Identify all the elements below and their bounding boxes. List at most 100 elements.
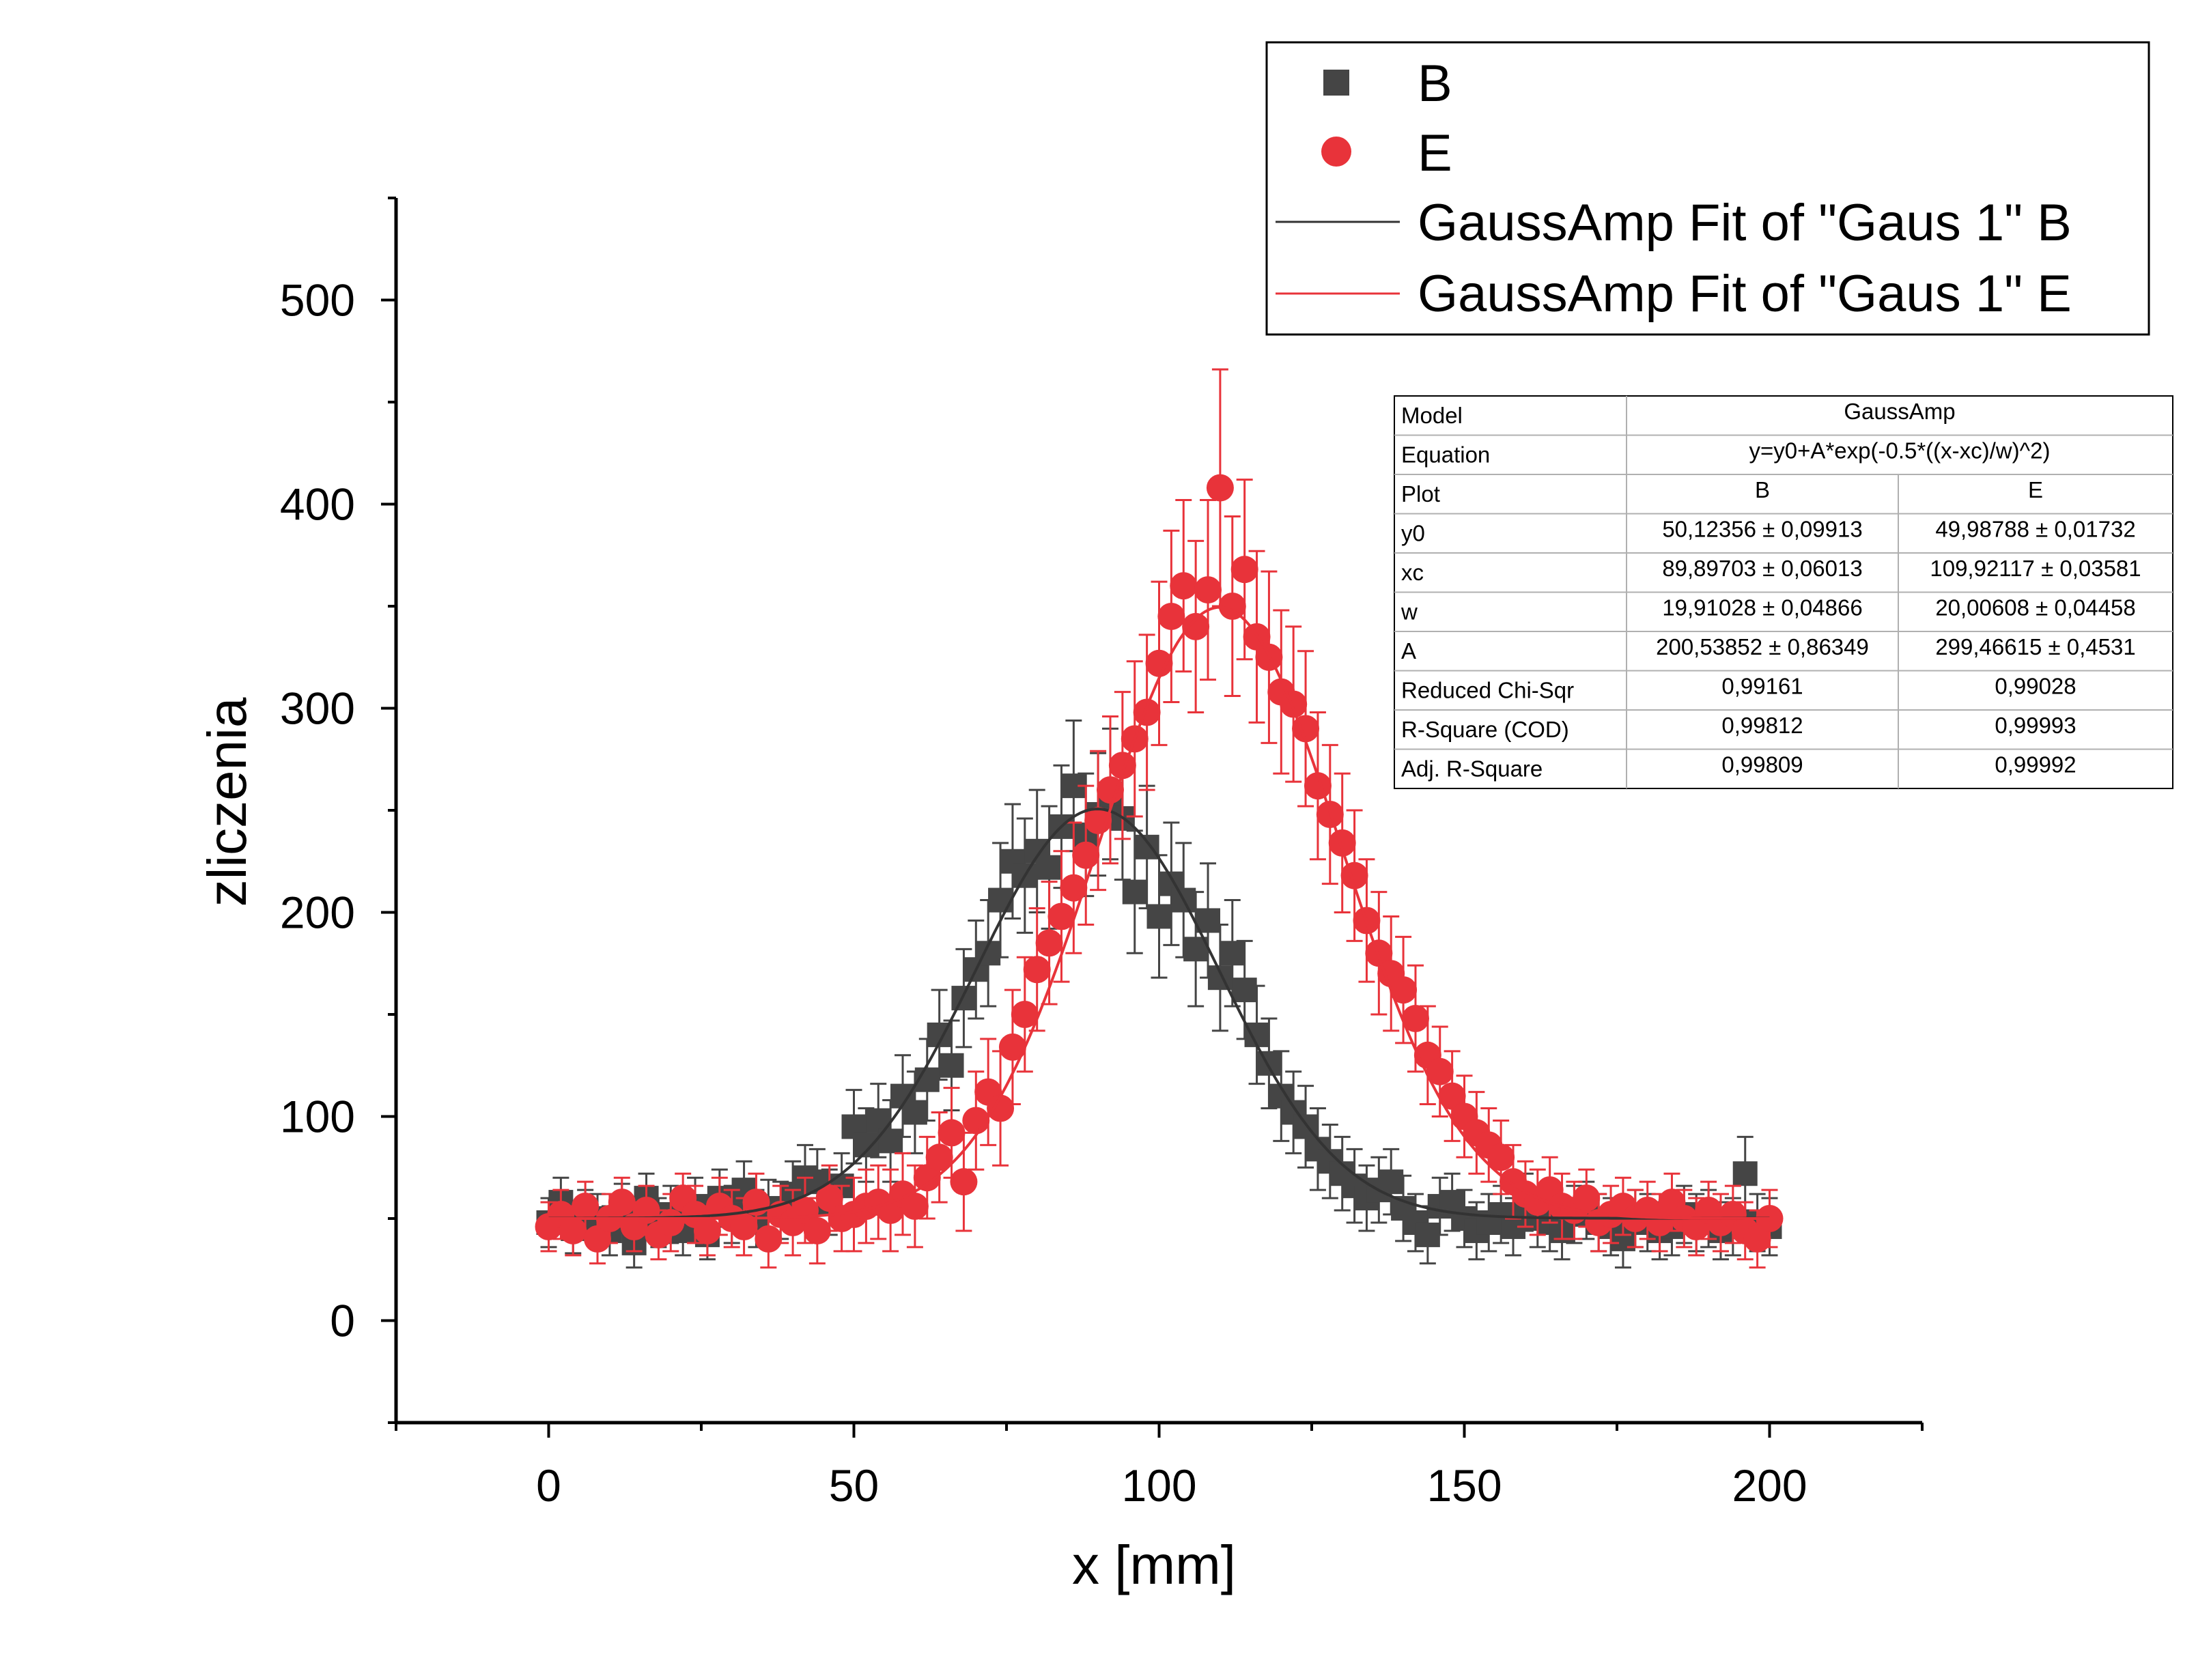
fit-table-value-b: 0,99809 bbox=[1721, 752, 1803, 778]
fit-table-value-b: 0,99161 bbox=[1721, 674, 1803, 699]
series-e-point bbox=[1096, 776, 1124, 804]
series-e-point bbox=[815, 1184, 843, 1212]
y-tick-label: 200 bbox=[280, 887, 355, 938]
series-e-point bbox=[1035, 929, 1063, 957]
series-e-point bbox=[1438, 1082, 1466, 1110]
series-e-point bbox=[1047, 902, 1075, 930]
series-e-point bbox=[632, 1197, 660, 1225]
fit-table-value-e: 0,99028 bbox=[1995, 674, 2076, 699]
series-e-point bbox=[1230, 556, 1258, 584]
series-e-point bbox=[1646, 1208, 1674, 1236]
series-e-point bbox=[1328, 829, 1356, 857]
y-tick-label: 400 bbox=[280, 479, 355, 530]
fit-table-value-e: E bbox=[2028, 477, 2043, 502]
series-e-point bbox=[657, 1208, 685, 1236]
fit-table-value-b: 50,12356 ± 0,09913 bbox=[1662, 517, 1862, 542]
series-b-point bbox=[1122, 879, 1147, 905]
series-b-point bbox=[1220, 941, 1245, 966]
fit-table-value-e: 109,92117 ± 0,03581 bbox=[1930, 556, 2141, 581]
series-e-point bbox=[1194, 576, 1222, 604]
series-b-point bbox=[988, 887, 1013, 913]
fit-line-b bbox=[548, 807, 1770, 1220]
fit-table-value-b: 89,89703 ± 0,06013 bbox=[1662, 556, 1862, 581]
series-e-point bbox=[1108, 752, 1136, 780]
x-tick-label: 150 bbox=[1426, 1460, 1502, 1511]
series-e-point bbox=[1573, 1184, 1601, 1212]
series-e-point bbox=[913, 1164, 941, 1192]
series-b-point bbox=[1415, 1222, 1440, 1247]
fit-table-label: Equation bbox=[1401, 442, 1490, 468]
series-e-point bbox=[1170, 572, 1198, 600]
series-e-point bbox=[608, 1188, 636, 1216]
series-e-point bbox=[584, 1225, 612, 1253]
fit-table-label: R-Square (COD) bbox=[1401, 717, 1569, 742]
y-tick-label: 100 bbox=[280, 1092, 355, 1142]
legend-label-b: B bbox=[1418, 55, 1452, 113]
series-b-point bbox=[1146, 904, 1172, 929]
series-e-point bbox=[572, 1193, 600, 1221]
series-e-point bbox=[1280, 690, 1308, 718]
legend-label-e: E bbox=[1418, 124, 1452, 182]
y-tick-label: 500 bbox=[280, 275, 355, 326]
series-b-point bbox=[1207, 965, 1233, 991]
series-e-point bbox=[950, 1168, 978, 1196]
fit-table-value-b: 0,99812 bbox=[1721, 713, 1803, 738]
series-e-point bbox=[1023, 956, 1051, 984]
fit-table-value: GaussAmp bbox=[1844, 399, 1955, 424]
x-tick-label: 200 bbox=[1732, 1460, 1807, 1511]
series-b-point bbox=[939, 1053, 964, 1078]
x-tick-label: 0 bbox=[536, 1460, 561, 1511]
series-e-point bbox=[1206, 474, 1234, 502]
series-e-point bbox=[1182, 612, 1210, 640]
series-e-point bbox=[1426, 1057, 1454, 1085]
legend-label-fit-e: GaussAmp Fit of "Gaus 1" E bbox=[1418, 265, 2072, 323]
series-b-point bbox=[951, 986, 976, 1011]
fit-table-label: Reduced Chi-Sqr bbox=[1401, 678, 1574, 703]
series-b-point bbox=[1379, 1169, 1404, 1195]
fit-table-label: Model bbox=[1401, 403, 1463, 428]
fit-results-table: Model GaussAmp Equation y=y0+A*exp(-0.5*((x… bbox=[1394, 395, 2173, 789]
series-e-point bbox=[1487, 1143, 1515, 1171]
series-e-point bbox=[803, 1216, 831, 1244]
series-b-point bbox=[902, 1100, 927, 1125]
axes: 0 50 100 150 200 0 100 200 300 400 500 bbox=[280, 197, 1924, 1511]
legend-box bbox=[1265, 41, 2150, 336]
fit-table-value-e: 0,99993 bbox=[1995, 713, 2076, 738]
series-e-point bbox=[693, 1216, 721, 1244]
series-e-point bbox=[1011, 1001, 1039, 1028]
series-e-point bbox=[987, 1094, 1015, 1122]
series-e-point bbox=[730, 1212, 758, 1240]
series-e-point bbox=[1743, 1225, 1771, 1253]
series-b-point bbox=[1232, 978, 1257, 1003]
fit-table-value-b: 19,91028 ± 0,04866 bbox=[1662, 595, 1862, 621]
legend-marker-e bbox=[1321, 137, 1351, 167]
series-e-point bbox=[1145, 649, 1173, 677]
y-tick-label: 0 bbox=[330, 1296, 355, 1346]
fit-table-value-b: 200,53852 ± 0,86349 bbox=[1656, 634, 1869, 659]
fit-table-value: y=y0+A*exp(-0.5*((x-xc)/w)^2) bbox=[1749, 438, 2051, 464]
fit-table-value-b: B bbox=[1755, 477, 1770, 502]
series-b-point bbox=[1134, 834, 1159, 859]
series-e-point bbox=[1401, 1004, 1429, 1032]
fit-table-label: A bbox=[1401, 638, 1416, 664]
x-axis-title: x [mm] bbox=[1072, 1535, 1236, 1595]
series-e-point bbox=[998, 1033, 1026, 1061]
series-e-point bbox=[559, 1216, 587, 1244]
fit-table-label: w bbox=[1400, 599, 1418, 625]
fit-table-value-e: 20,00608 ± 0,04458 bbox=[1935, 595, 2135, 621]
fit-table-label: Adj. R-Square bbox=[1401, 756, 1543, 782]
fit-table-label: xc bbox=[1401, 560, 1424, 585]
series-e-point bbox=[938, 1119, 966, 1147]
fit-table-value-e: 49,98788 ± 0,01732 bbox=[1935, 517, 2135, 542]
legend: B E GaussAmp Fit of "Gaus 1" B GaussAmp … bbox=[1265, 41, 2150, 336]
series-e-point bbox=[1133, 698, 1161, 726]
series-e-point bbox=[925, 1143, 953, 1171]
fit-line-e bbox=[548, 606, 1770, 1220]
plot-area bbox=[535, 368, 1784, 1269]
series-b-point bbox=[1732, 1161, 1758, 1186]
series-e-point bbox=[1060, 874, 1088, 902]
x-tick-label: 50 bbox=[829, 1460, 879, 1511]
series-b-point bbox=[1037, 855, 1062, 880]
x-tick-label: 100 bbox=[1121, 1460, 1196, 1511]
